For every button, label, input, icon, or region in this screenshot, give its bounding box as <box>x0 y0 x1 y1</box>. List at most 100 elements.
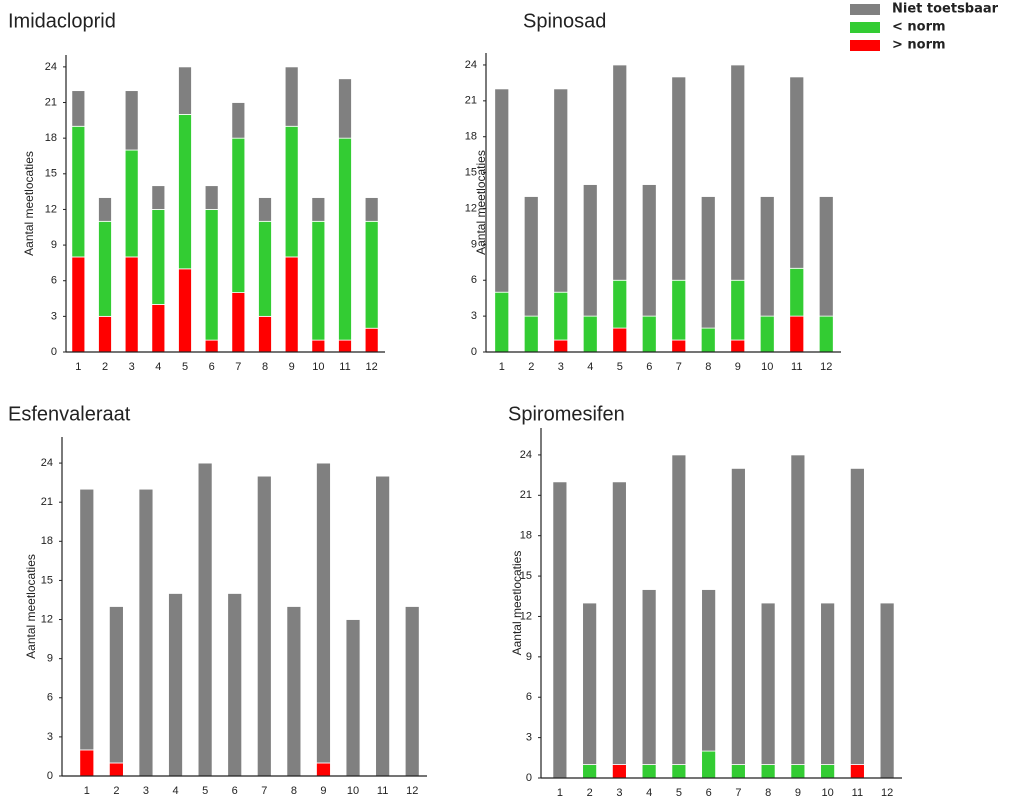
x-tick-label: 7 <box>235 361 241 373</box>
bar-segment <box>151 209 166 305</box>
bar-segment <box>364 327 379 353</box>
bar-segment <box>701 589 717 752</box>
x-tick-label: 2 <box>528 361 534 373</box>
chart-title: Imidacloprid <box>8 10 116 32</box>
y-tick-label: 18 <box>520 530 532 542</box>
bar-segment <box>611 481 627 765</box>
bar-segment <box>671 279 687 341</box>
bar-segment <box>231 292 246 353</box>
y-tick-label: 21 <box>465 95 477 107</box>
bar-segment <box>849 467 865 765</box>
bar-segment <box>760 764 776 779</box>
y-tick-label: 6 <box>526 691 532 703</box>
x-tick-label: 4 <box>172 785 178 797</box>
x-tick-label: 6 <box>209 361 215 373</box>
bar-segment <box>671 339 687 353</box>
y-tick-label: 0 <box>47 770 53 782</box>
x-tick-label: 8 <box>705 361 711 373</box>
bar-segment <box>338 78 352 139</box>
x-tick-label: 1 <box>557 787 563 799</box>
x-tick-label: 12 <box>820 361 832 373</box>
bar-segment <box>79 749 95 777</box>
bar-segment <box>204 185 219 210</box>
bar-segment <box>311 220 326 341</box>
bar-segment <box>311 197 326 222</box>
y-axis-label: Aantal meetlocaties <box>510 551 524 656</box>
bar-segment <box>178 268 192 353</box>
bar-segment <box>231 137 246 294</box>
bar-segment <box>258 220 272 317</box>
bar-segment <box>71 256 86 353</box>
bar-segment <box>138 488 154 777</box>
x-tick-label: 2 <box>113 785 119 797</box>
bar-segment <box>582 602 598 765</box>
y-tick-label: 6 <box>47 692 53 704</box>
bar-segment <box>641 184 657 317</box>
bar-segment <box>671 76 687 281</box>
x-tick-label: 1 <box>499 361 505 373</box>
y-tick-label: 24 <box>465 59 477 71</box>
x-tick-label: 3 <box>558 361 564 373</box>
x-tick-label: 10 <box>822 787 834 799</box>
y-tick-label: 6 <box>471 274 477 286</box>
bar-segment <box>730 279 746 341</box>
x-tick-label: 7 <box>735 787 741 799</box>
bar-segment <box>151 185 166 210</box>
x-tick-label: 7 <box>261 785 267 797</box>
chart-title: Spinosad <box>523 10 606 32</box>
bar-segment <box>730 467 746 765</box>
y-tick-label: 3 <box>526 732 532 744</box>
bar-segment <box>197 462 213 777</box>
bar-segment <box>612 279 628 329</box>
y-tick-label: 6 <box>51 275 57 287</box>
x-tick-label: 2 <box>587 787 593 799</box>
bar-segment <box>204 209 219 341</box>
bar-segment <box>641 764 657 779</box>
y-tick-label: 9 <box>526 651 532 663</box>
bar-segment <box>523 315 539 353</box>
bar-segment <box>98 220 112 317</box>
y-tick-label: 12 <box>520 610 532 622</box>
bar-segment <box>671 454 687 765</box>
bar-segment <box>818 196 834 317</box>
bar-segment <box>151 304 166 353</box>
x-tick-label: 6 <box>232 785 238 797</box>
y-axis-label: Aantal meetlocaties <box>474 150 488 255</box>
x-tick-label: 10 <box>312 361 324 373</box>
x-tick-label: 5 <box>182 361 188 373</box>
x-tick-label: 4 <box>155 361 161 373</box>
y-tick-label: 21 <box>41 496 53 508</box>
bar-segment <box>256 475 272 777</box>
bar-segment <box>820 602 836 765</box>
bar-segment <box>523 196 539 317</box>
bar-segment <box>375 475 391 777</box>
bar-segment <box>553 88 569 293</box>
y-tick-label: 15 <box>520 570 532 582</box>
bar-segment <box>730 64 746 281</box>
bar-segment <box>284 256 299 353</box>
bar-segment <box>582 764 598 779</box>
x-tick-label: 5 <box>676 787 682 799</box>
bar-segment <box>730 764 746 779</box>
bar-segment <box>178 114 192 270</box>
x-tick-label: 6 <box>706 787 712 799</box>
bar-segment <box>641 315 657 353</box>
bar-segment <box>611 764 627 779</box>
y-tick-label: 18 <box>465 131 477 143</box>
bar-segment <box>789 267 805 317</box>
legend-swatch <box>850 40 880 51</box>
bar-segment <box>108 762 124 777</box>
x-tick-label: 10 <box>347 785 359 797</box>
y-tick-label: 0 <box>51 346 57 358</box>
bar-segment <box>790 454 806 765</box>
x-tick-label: 12 <box>406 785 418 797</box>
y-tick-label: 12 <box>45 203 57 215</box>
bar-segment <box>284 125 299 258</box>
bar-segment <box>760 602 776 765</box>
bar-segment <box>582 184 598 317</box>
y-tick-label: 3 <box>471 310 477 322</box>
chart-title: Spiromesifen <box>508 403 625 425</box>
y-tick-label: 9 <box>47 653 53 665</box>
y-tick-label: 21 <box>520 489 532 501</box>
